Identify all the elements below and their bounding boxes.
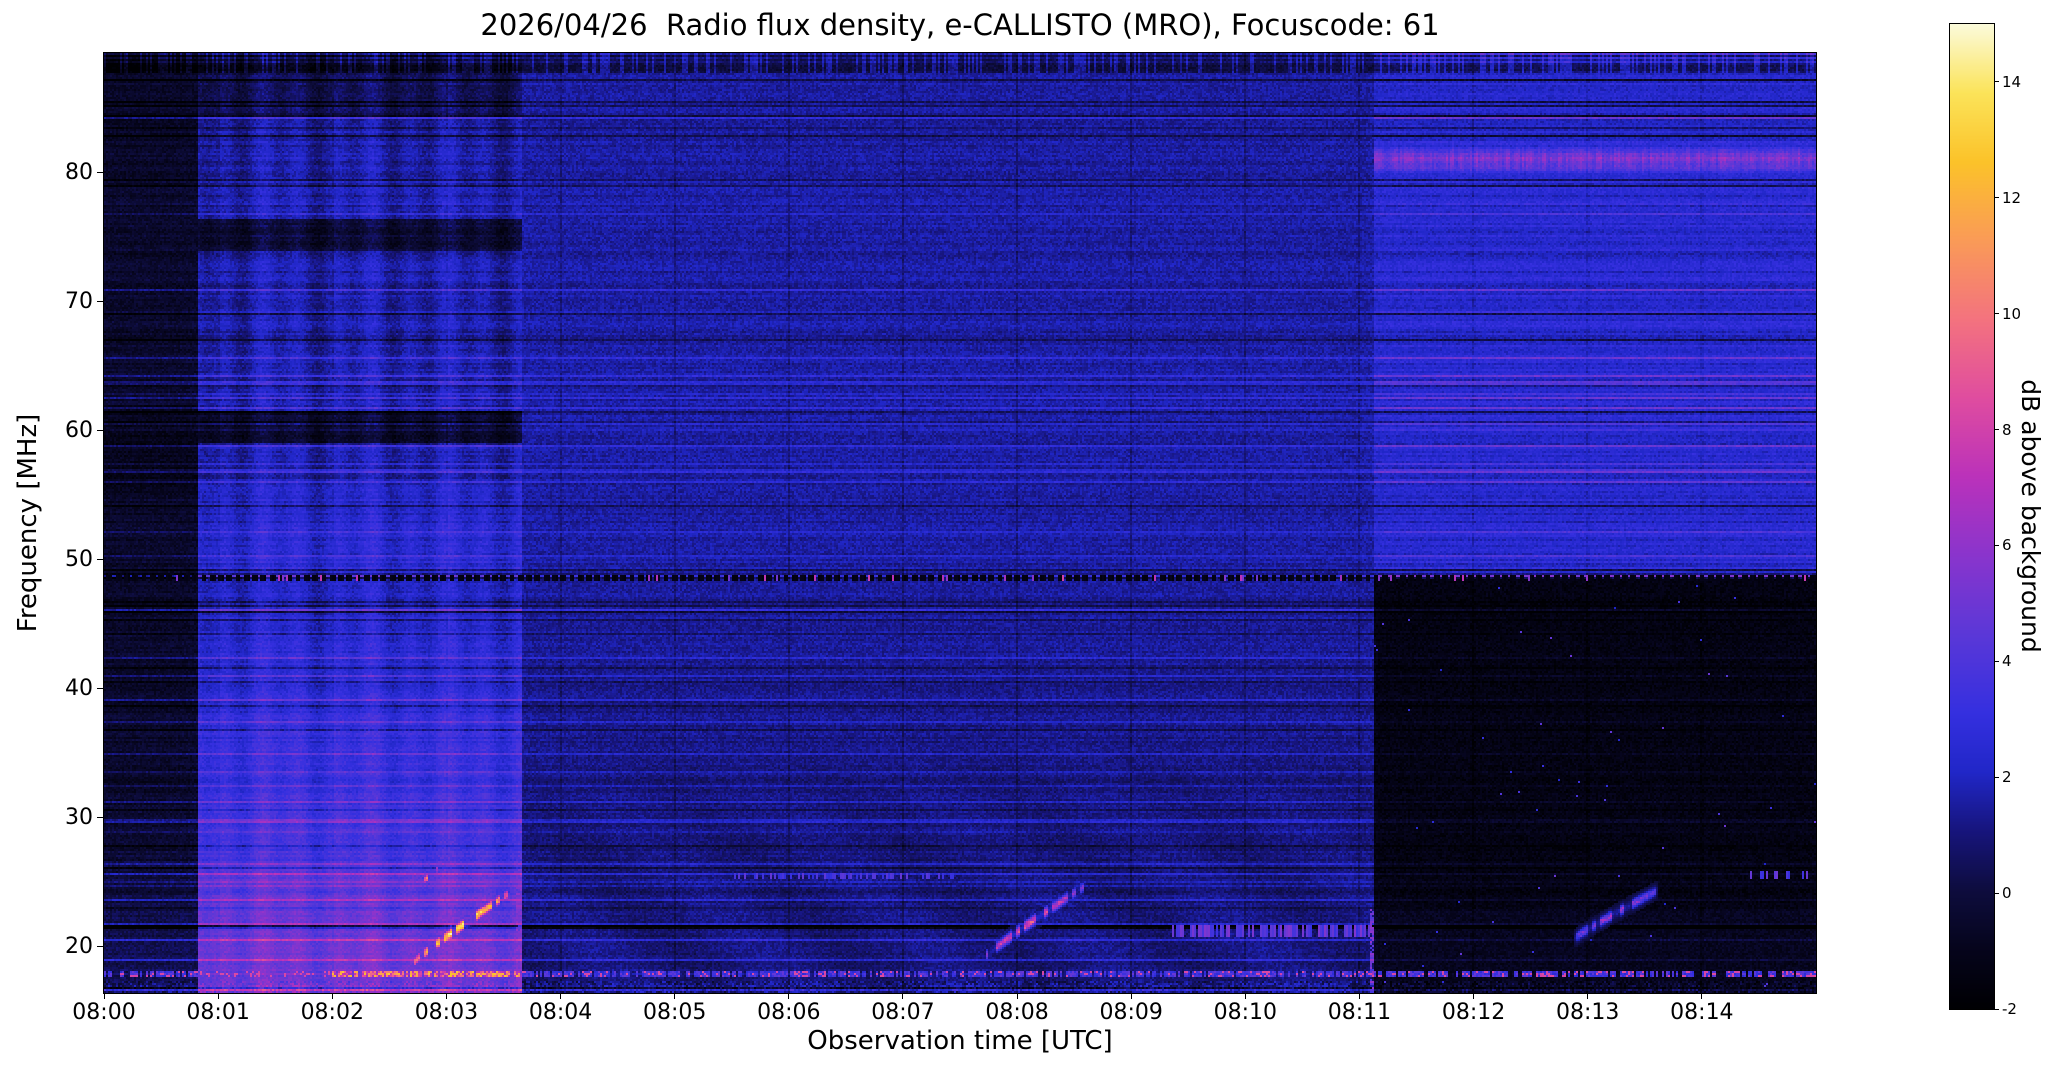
x-tick-label: 08:08: [985, 1000, 1049, 1025]
y-tick-label: 80: [65, 159, 93, 185]
x-tick-mark: [217, 993, 219, 999]
y-tick-label: 70: [65, 288, 93, 314]
colorbar-tick-mark: [1994, 660, 1999, 662]
y-tick-mark: [97, 946, 103, 948]
colorbar-label: dB above background: [2016, 379, 2045, 653]
colorbar-tick-label: 2: [2002, 768, 2012, 787]
x-tick-mark: [902, 993, 904, 999]
y-tick-label: 40: [65, 675, 93, 701]
colorbar-tick-label: 12: [2002, 188, 2022, 207]
x-tick-label: 08:02: [300, 1000, 364, 1025]
colorbar-tick-mark: [1994, 544, 1999, 546]
x-tick-label: 08:09: [1099, 1000, 1163, 1025]
colorbar-tick-mark: [1994, 776, 1999, 778]
x-tick-mark: [1358, 993, 1360, 999]
y-tick-mark: [97, 301, 103, 303]
y-tick-label: 50: [65, 546, 93, 572]
x-tick-label: 08:03: [414, 1000, 479, 1025]
y-tick-label: 60: [65, 417, 93, 443]
colorbar-tick-label: 6: [2002, 536, 2012, 555]
y-tick-mark: [97, 817, 103, 819]
x-tick-mark: [1587, 993, 1589, 999]
colorbar-tick-label: 10: [2002, 304, 2022, 323]
colorbar-tick-mark: [1994, 197, 1999, 199]
colorbar-tick-label: 4: [2002, 652, 2012, 671]
x-tick-mark: [1473, 993, 1475, 999]
x-axis-label: Observation time [UTC]: [807, 1026, 1113, 1056]
colorbar-tick-mark: [1994, 81, 1999, 83]
x-tick-mark: [1016, 993, 1018, 999]
x-tick-label: 08:00: [72, 1000, 136, 1025]
x-tick-mark: [445, 993, 447, 999]
x-tick-label: 08:13: [1556, 1000, 1620, 1025]
colorbar: [1949, 23, 1995, 1010]
x-tick-label: 08:07: [871, 1000, 935, 1025]
y-tick-mark: [97, 559, 103, 561]
colorbar-tick-label: 14: [2002, 72, 2022, 91]
spectrogram-heatmap: [103, 52, 1817, 994]
y-tick-mark: [97, 172, 103, 174]
y-tick-mark: [97, 688, 103, 690]
x-tick-label: 08:05: [642, 1000, 707, 1025]
x-tick-mark: [1244, 993, 1246, 999]
x-tick-label: 08:06: [757, 1000, 821, 1025]
x-tick-mark: [1130, 993, 1132, 999]
x-tick-label: 08:11: [1327, 1000, 1392, 1025]
x-tick-mark: [331, 993, 333, 999]
colorbar-tick-label: 8: [2002, 420, 2012, 439]
y-tick-label: 30: [65, 804, 93, 830]
x-tick-mark: [788, 993, 790, 999]
x-tick-mark: [103, 993, 105, 999]
x-tick-label: 08:10: [1213, 1000, 1278, 1025]
y-axis-label: Frequency [MHz]: [13, 413, 43, 633]
y-tick-mark: [97, 430, 103, 432]
chart-title: 2026/04/26 Radio flux density, e-CALLIST…: [480, 8, 1440, 42]
colorbar-tick-mark: [1994, 313, 1999, 315]
x-tick-mark: [674, 993, 676, 999]
colorbar-tick-mark: [1994, 1008, 1999, 1010]
x-tick-mark: [560, 993, 562, 999]
colorbar-tick-label: 0: [2002, 884, 2012, 903]
x-tick-label: 08:01: [186, 1000, 250, 1025]
colorbar-tick-mark: [1994, 892, 1999, 894]
x-tick-mark: [1701, 993, 1703, 999]
x-tick-label: 08:14: [1670, 1000, 1734, 1025]
y-tick-label: 20: [65, 933, 93, 959]
x-tick-label: 08:12: [1441, 1000, 1506, 1025]
colorbar-tick-label: -2: [2002, 1000, 2017, 1018]
x-tick-label: 08:04: [528, 1000, 593, 1025]
colorbar-tick-mark: [1994, 429, 1999, 431]
